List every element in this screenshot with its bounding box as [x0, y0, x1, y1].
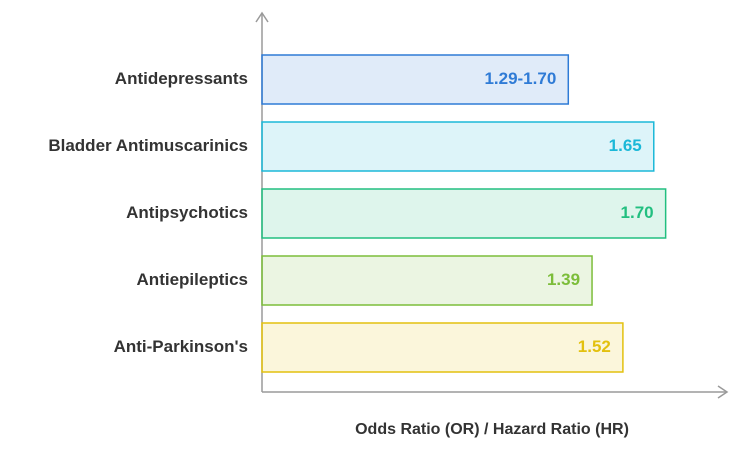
- category-label: Anti-Parkinson's: [114, 337, 248, 356]
- category-label: Antiepileptics: [137, 270, 248, 289]
- value-label: 1.65: [609, 136, 642, 155]
- x-axis-arrow: [717, 385, 729, 399]
- bar: [262, 122, 654, 171]
- category-label: Antidepressants: [115, 69, 248, 88]
- bar-border: [261, 322, 624, 373]
- value-label: 1.52: [578, 337, 611, 356]
- x-axis-label: Odds Ratio (OR) / Hazard Ratio (HR): [355, 421, 629, 438]
- y-axis-arrow: [255, 11, 269, 23]
- bar: [262, 189, 666, 238]
- bar: [262, 323, 623, 372]
- value-label: 1.39: [547, 270, 580, 289]
- value-label: 1.29-1.70: [484, 69, 556, 88]
- bar-border: [261, 188, 667, 239]
- bar-border: [261, 121, 655, 172]
- bar: [262, 256, 593, 305]
- bar-border: [261, 54, 570, 105]
- category-label: Antipsychotics: [126, 203, 248, 222]
- bar: [262, 55, 569, 104]
- category-label: Bladder Antimuscarinics: [48, 136, 248, 155]
- bar-border: [261, 255, 593, 306]
- value-label: 1.70: [621, 203, 654, 222]
